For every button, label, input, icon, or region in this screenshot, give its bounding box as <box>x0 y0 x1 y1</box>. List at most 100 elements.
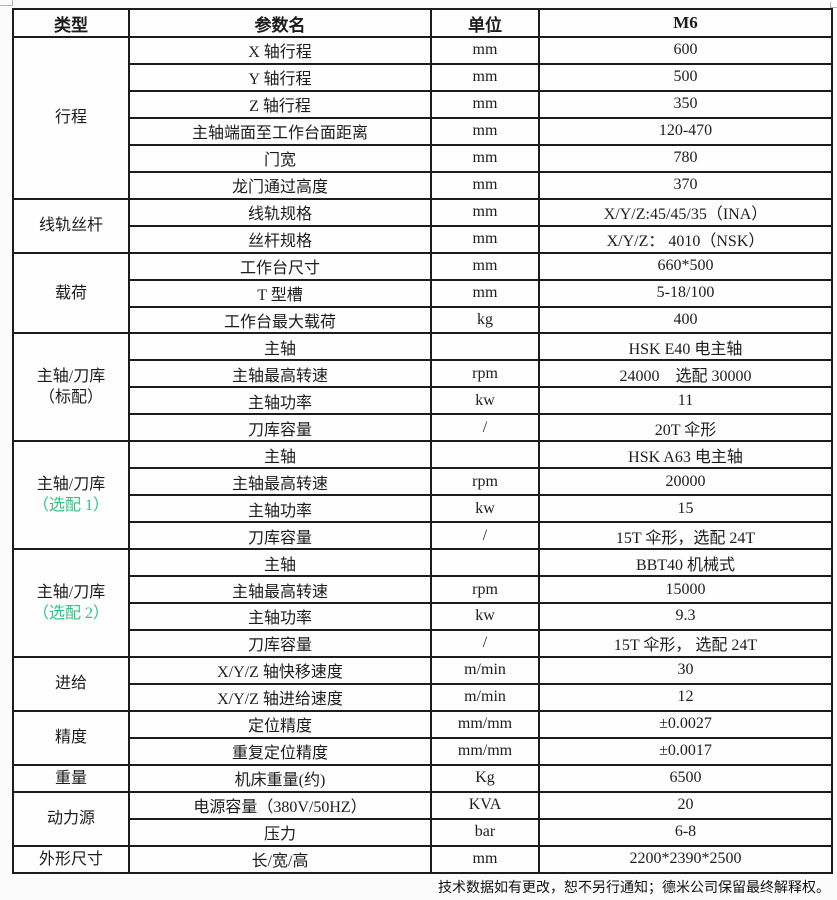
param-cell: Z 轴行程 <box>128 89 432 119</box>
table-row: 主轴功率 kw 11 <box>13 386 833 416</box>
value-cell: 780 <box>538 143 833 173</box>
category-line: 精度 <box>54 729 87 747</box>
unit-cell: mm <box>430 278 540 308</box>
unit-cell: mm <box>430 116 540 146</box>
unit-cell: kw <box>430 494 540 524</box>
param-cell: 定位精度 <box>128 709 432 739</box>
param-cell: 主轴功率 <box>128 602 432 631</box>
table-row: 动力源 电源容量（380V/50HZ） KVA 20 <box>12 790 833 847</box>
unit-cell: m/min <box>430 655 540 685</box>
category-line: 行程 <box>54 109 87 127</box>
table-handle-mark-top-left <box>0 0 13 6</box>
value-cell: 500 <box>538 62 833 92</box>
table-row: 主轴最高转速 rpm 24000 选配 30000 <box>13 359 833 389</box>
table-row: 门宽 mm 780 <box>13 143 833 173</box>
table-row: 刀库容量/20T 伞形 <box>13 413 833 443</box>
param-cell: 工作台尺寸 <box>128 251 432 281</box>
header-model: M6 <box>538 8 833 38</box>
unit-cell: bar <box>430 817 540 847</box>
param-cell: 工作台最大载荷 <box>128 305 432 335</box>
table-row: 主轴端面至工作台面距离 mm 120-470 <box>13 116 833 146</box>
category-cell: 精度 <box>12 709 130 766</box>
param-cell: X 轴行程 <box>128 36 432 65</box>
category-cell: 进给 <box>12 655 130 712</box>
category-cell: 载荷 <box>12 251 130 335</box>
value-cell: ±0.0027 <box>538 709 833 739</box>
category-line-option: （选配 2） <box>32 605 109 623</box>
value-cell: 20000 <box>538 467 833 497</box>
table-row: 重量 机床重量(约) Kg 6500 <box>12 763 833 793</box>
param-cell: 机床重量(约) <box>128 763 432 793</box>
table-handle-mark-top-right <box>830 2 837 8</box>
category-line: 主轴/刀库 <box>36 368 106 386</box>
param-cell: 主轴 <box>128 332 432 362</box>
param-cell: 主轴 <box>128 548 432 578</box>
table-row: 重复定位精度 mm/mm ±0.0017 <box>13 736 833 766</box>
table-row: 龙门通过高度 mm 370 <box>13 170 833 200</box>
category-line: 外形尺寸 <box>38 850 103 868</box>
unit-cell: kw <box>430 602 540 631</box>
table-row: 主轴功率 kw 15 <box>13 494 833 524</box>
value-cell: 15000 <box>538 575 833 605</box>
category-line: 载荷 <box>54 284 87 302</box>
spec-table-body: 行程 X 轴行程 mm 600 Y 轴行程 mm 500 Z 轴行程 mm 350 主轴端面至工作台… <box>12 36 833 875</box>
category-cell: 主轴/刀库 （选配 2） <box>12 548 130 658</box>
param-cell: 重复定位精度 <box>128 736 432 766</box>
param-cell: X/Y/Z 轴进给速度 <box>128 682 432 712</box>
unit-cell: mm/mm <box>430 736 540 766</box>
table-row: 外形尺寸 长/宽/高 mm 2200*2390*2500 <box>12 844 833 875</box>
category-cell: 动力源 <box>12 790 130 847</box>
category-line: 进给 <box>54 675 87 693</box>
value-cell: 9.3 <box>538 602 833 631</box>
table-row: 线轨丝杆 线轨规格 mm X/Y/Z:45/45/35（INA） <box>12 197 833 254</box>
unit-cell: KVA <box>430 790 540 820</box>
value-cell: 6-8 <box>538 817 833 847</box>
value-cell: X/Y/Z:45/45/35（INA） <box>538 197 833 227</box>
unit-cell: mm <box>430 251 540 281</box>
value-cell: 12 <box>538 682 833 712</box>
value-cell: 400 <box>538 305 833 335</box>
value-cell: 600 <box>538 36 833 65</box>
unit-cell: mm <box>430 89 540 119</box>
table-row: 刀库容量/15T 伞形，选配 24T <box>13 521 833 551</box>
value-cell: ±0.0017 <box>538 736 833 766</box>
value-cell: HSK A63 电主轴 <box>538 440 833 470</box>
value-cell: 2200*2390*2500 <box>538 844 833 875</box>
value-cell: 20T 伞形 <box>538 413 833 443</box>
table-row: 主轴/刀库 （选配 2） 主轴 BBT40 机械式 <box>12 548 833 658</box>
table-row: T 型槽 mm 5-18/100 <box>13 278 833 308</box>
table-row: Y 轴行程 mm 500 <box>13 62 833 92</box>
header-parameter: 参数名 <box>128 8 432 38</box>
value-cell: 15T 伞形， 选配 24T <box>538 628 833 658</box>
unit-cell: mm <box>430 62 540 92</box>
unit-cell: / <box>430 413 540 443</box>
category-cell: 主轴/刀库 （标配） <box>12 332 130 443</box>
category-line-option: （选配 1） <box>32 497 109 515</box>
machine-spec-table: 类型 参数名 单位 M6 行程 X 轴行程 mm 600 Y 轴行程 mm 500 Z 轴行程… <box>12 8 833 875</box>
table-row: 精度 定位精度 mm/mm ±0.0027 <box>12 709 833 766</box>
category-cell: 外形尺寸 <box>12 844 130 875</box>
value-cell: 11 <box>538 386 833 416</box>
table-row: 丝杆规格 mm X/Y/Z： 4010（NSK） <box>13 224 833 254</box>
unit-cell <box>430 548 540 578</box>
param-cell: X/Y/Z 轴快移速度 <box>128 655 432 685</box>
unit-cell: m/min <box>430 682 540 712</box>
unit-cell: mm <box>430 36 540 65</box>
unit-cell: mm <box>430 170 540 200</box>
param-cell: 主轴功率 <box>128 494 432 524</box>
table-row: 主轴最高转速 rpm 20000 <box>13 467 833 497</box>
param-cell: 长/宽/高 <box>128 844 432 875</box>
param-cell: 刀库容量 <box>128 628 432 658</box>
header-type: 类型 <box>12 8 130 38</box>
table-row: X/Y/Z 轴进给速度 m/min 12 <box>13 682 833 712</box>
param-cell: 压力 <box>128 817 432 847</box>
param-cell: 刀库容量 <box>128 413 432 443</box>
param-cell: Y 轴行程 <box>128 62 432 92</box>
param-cell: 线轨规格 <box>128 197 432 227</box>
param-cell: T 型槽 <box>128 278 432 308</box>
value-cell: 5-18/100 <box>538 278 833 308</box>
param-cell: 主轴最高转速 <box>128 575 432 605</box>
unit-cell: Kg <box>430 763 540 793</box>
table-row: 主轴/刀库 （标配） 主轴 HSK E40 电主轴 <box>12 332 833 443</box>
table-row: 主轴功率 kw 9.3 <box>13 602 833 631</box>
